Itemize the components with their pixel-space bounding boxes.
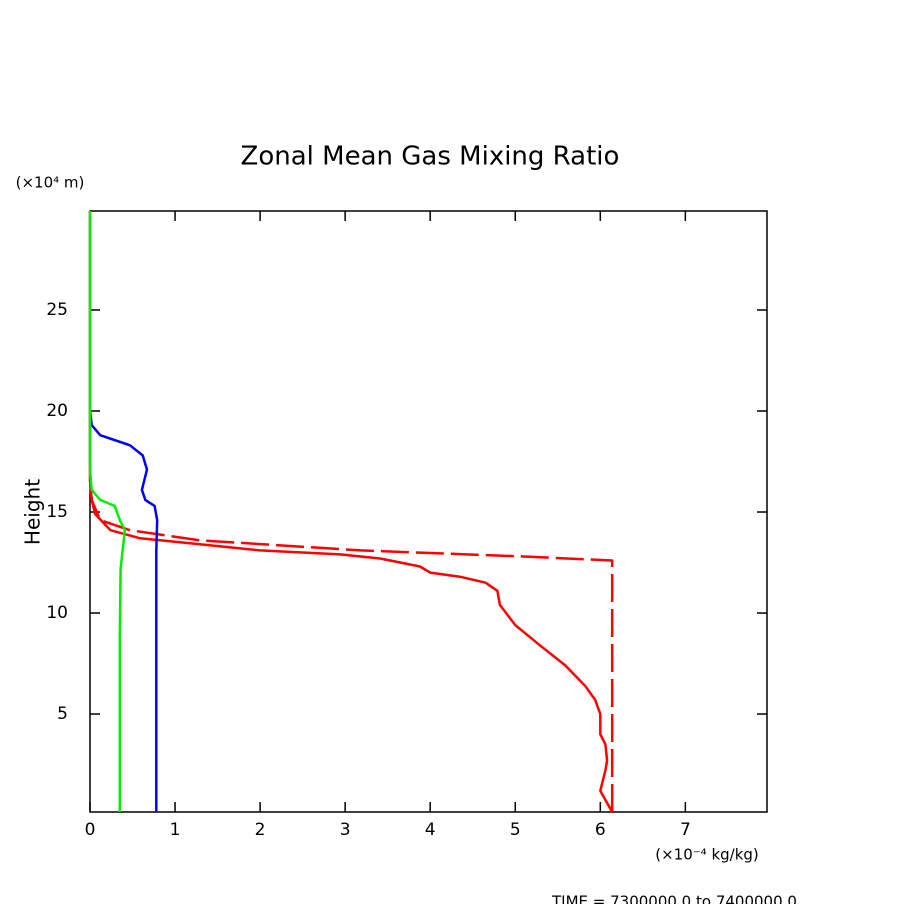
y-tick-label: 15: [46, 502, 68, 522]
chart-title: Zonal Mean Gas Mixing Ratio: [241, 142, 620, 172]
line-series: [88, 409, 159, 812]
y-tick-label: 25: [46, 300, 68, 320]
x-tick-label: 3: [340, 820, 351, 840]
x-tick-label: 4: [425, 820, 436, 840]
line-series: [88, 479, 614, 812]
x-tick-label: 2: [255, 820, 266, 840]
line-series: [88, 211, 614, 813]
x-tick-label: 6: [595, 820, 606, 840]
x-unit: (×10⁻⁴ kg/kg): [655, 846, 759, 864]
x-tick-label: 7: [680, 820, 691, 840]
line-series: [88, 211, 127, 812]
y-axis-label: Height: [21, 479, 45, 545]
y-tick-label: 20: [46, 401, 68, 421]
x-tick-label: 1: [170, 820, 181, 840]
footer: TIME = 7300000.0 to 7400000.0: [551, 893, 797, 904]
x-tick-label: 0: [85, 820, 96, 840]
y-tick-label: 5: [57, 704, 68, 724]
plot-frame: [89, 210, 768, 813]
y-unit: (×10⁴ m): [16, 174, 85, 192]
y-tick-label: 10: [46, 603, 68, 623]
x-tick-label: 5: [510, 820, 521, 840]
